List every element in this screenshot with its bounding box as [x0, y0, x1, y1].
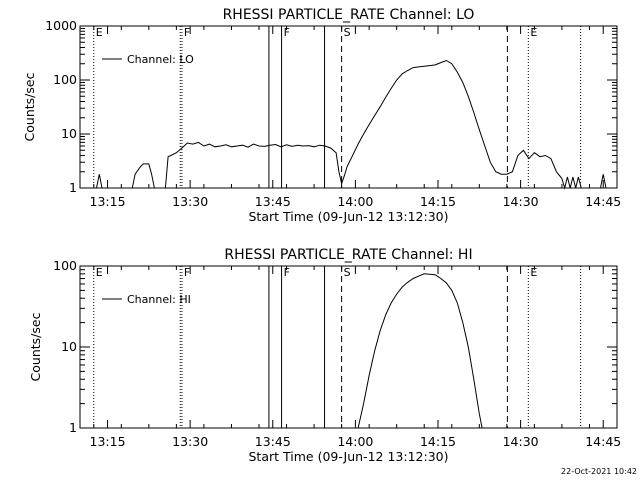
- x-tick-label: 14:15: [420, 434, 456, 449]
- marker-label: F: [184, 266, 190, 279]
- y-tick-label: 1000: [45, 18, 77, 33]
- x-tick-label: 13:45: [255, 434, 291, 449]
- y-tick-label: 100: [53, 258, 77, 273]
- y-axis-label: Counts/sec: [22, 72, 37, 141]
- x-axis-label: Start Time (09-Jun-12 13:12:30): [249, 449, 449, 464]
- marker-label: F: [184, 26, 190, 39]
- marker-label: S: [344, 266, 351, 279]
- legend-label: Channel: LO: [127, 53, 194, 66]
- series-line-hi: [357, 273, 483, 429]
- x-axis-label: Start Time (09-Jun-12 13:12:30): [249, 209, 449, 224]
- chart-title: RHESSI PARTICLE_RATE Channel: HI: [224, 247, 472, 263]
- y-tick-label: 1: [69, 180, 77, 195]
- y-tick-label: 10: [61, 126, 77, 141]
- marker-label: E: [96, 26, 103, 39]
- y-tick-label: 100: [53, 72, 77, 87]
- marker-label: E: [530, 266, 537, 279]
- x-tick-label: 13:30: [172, 434, 208, 449]
- chart-title: RHESSI PARTICLE_RATE Channel: LO: [223, 7, 475, 23]
- x-tick-label: 13:15: [90, 434, 126, 449]
- y-tick-label: 1: [69, 420, 77, 435]
- x-tick-label: 14:45: [585, 434, 621, 449]
- plot-frame: [79, 265, 618, 429]
- plot-frame: [79, 25, 618, 189]
- y-tick-label: 10: [61, 339, 77, 354]
- x-tick-label: 13:45: [255, 194, 291, 209]
- footer-timestamp: 22-Oct-2021 10:42: [561, 467, 637, 476]
- marker-label: E: [530, 26, 537, 39]
- x-tick-label: 14:00: [337, 434, 373, 449]
- series-line-lo: [96, 59, 607, 190]
- x-tick-label: 13:15: [90, 194, 126, 209]
- x-tick-label: 14:00: [337, 194, 373, 209]
- x-tick-label: 14:45: [585, 194, 621, 209]
- x-tick-label: 14:30: [503, 434, 539, 449]
- y-axis-label: Counts/sec: [28, 312, 43, 381]
- chart-panel-1: RHESSI PARTICLE_RATE Channel: LO 13:15 13:…: [22, 7, 621, 224]
- marker-label: S: [344, 26, 351, 39]
- x-tick-label: 14:30: [503, 194, 539, 209]
- x-tick-label: 14:15: [420, 194, 456, 209]
- marker-label: E: [96, 266, 103, 279]
- marker-label: F: [284, 266, 290, 279]
- marker-label: F: [284, 26, 290, 39]
- chart-panel-2: RHESSI PARTICLE_RATE Channel: HI 13:15 13:…: [28, 247, 621, 464]
- legend-label: Channel: HI: [127, 293, 191, 306]
- x-tick-label: 13:30: [172, 194, 208, 209]
